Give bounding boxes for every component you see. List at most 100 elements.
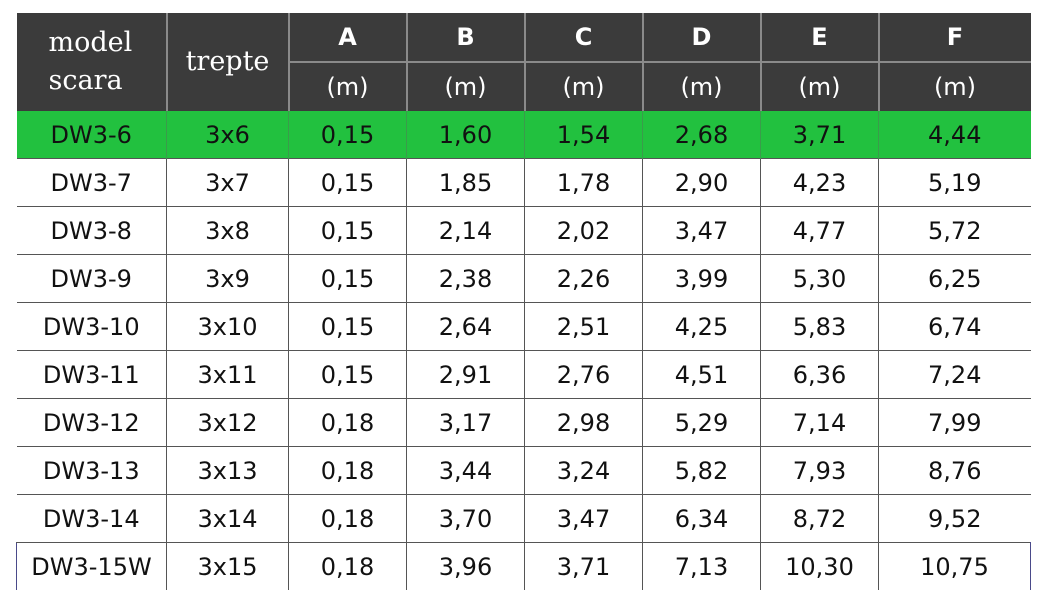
table-row: DW3-13 3x13 0,18 3,44 3,24 5,82 7,93 8,76 xyxy=(16,446,1031,495)
value-cell: 1,85 xyxy=(406,158,525,207)
value-cell: 2,14 xyxy=(406,206,525,255)
model-cell: DW3-7 xyxy=(16,158,167,207)
model-cell: DW3-10 xyxy=(16,302,167,351)
value-cell: 6,36 xyxy=(760,350,879,399)
value-cell: 0,15 xyxy=(288,350,407,399)
value-cell: 0,15 xyxy=(288,111,407,159)
header-dim-unit: (m) xyxy=(405,61,525,111)
value-cell: 0,15 xyxy=(288,302,407,351)
table-row: DW3-9 3x9 0,15 2,38 2,26 3,99 5,30 6,25 xyxy=(16,254,1031,303)
value-cell: 8,72 xyxy=(760,494,879,543)
steps-cell: 3x15 xyxy=(166,542,289,590)
steps-cell: 3x12 xyxy=(166,398,289,447)
value-cell: 7,13 xyxy=(642,542,761,590)
header-dim-unit: (m) xyxy=(759,61,879,111)
header-dim-letter: F xyxy=(877,13,1031,62)
table-row: DW3-14 3x14 0,18 3,70 3,47 6,34 8,72 9,52 xyxy=(16,494,1031,543)
value-cell: 5,29 xyxy=(642,398,761,447)
steps-cell: 3x13 xyxy=(166,446,289,495)
value-cell: 0,18 xyxy=(288,446,407,495)
model-cell: DW3-6 xyxy=(16,111,167,159)
table-header: model scara trepte A B C D E F (m) (m) (m… xyxy=(16,13,1031,111)
steps-cell: 3x8 xyxy=(166,206,289,255)
value-cell: 4,77 xyxy=(760,206,879,255)
value-cell: 10,75 xyxy=(878,542,1031,590)
table-row: DW3-11 3x11 0,15 2,91 2,76 4,51 6,36 7,24 xyxy=(16,350,1031,399)
value-cell: 0,18 xyxy=(288,542,407,590)
header-dim-unit: (m) xyxy=(523,61,643,111)
table-row: DW3-6 3x6 0,15 1,60 1,54 2,68 3,71 4,44 xyxy=(16,111,1031,159)
value-cell: 2,64 xyxy=(406,302,525,351)
value-cell: 1,54 xyxy=(524,111,643,159)
value-cell: 1,78 xyxy=(524,158,643,207)
table-body: DW3-6 3x6 0,15 1,60 1,54 2,68 3,71 4,44 DW3-7 3x7… xyxy=(16,111,1031,590)
value-cell: 2,90 xyxy=(642,158,761,207)
value-cell: 5,82 xyxy=(642,446,761,495)
header-steps: trepte xyxy=(165,13,289,111)
steps-cell: 3x9 xyxy=(166,254,289,303)
header-dim-letter: D xyxy=(641,13,761,62)
value-cell: 3,96 xyxy=(406,542,525,590)
value-cell: 5,19 xyxy=(878,158,1031,207)
model-cell: DW3-8 xyxy=(16,206,167,255)
value-cell: 2,02 xyxy=(524,206,643,255)
table-row: DW3-12 3x12 0,18 3,17 2,98 5,29 7,14 7,99 xyxy=(16,398,1031,447)
table-row: DW3-7 3x7 0,15 1,85 1,78 2,90 4,23 5,19 xyxy=(16,158,1031,207)
value-cell: 0,15 xyxy=(288,206,407,255)
value-cell: 2,38 xyxy=(406,254,525,303)
value-cell: 6,25 xyxy=(878,254,1031,303)
value-cell: 7,99 xyxy=(878,398,1031,447)
value-cell: 2,26 xyxy=(524,254,643,303)
value-cell: 3,24 xyxy=(524,446,643,495)
value-cell: 5,30 xyxy=(760,254,879,303)
model-cell: DW3-13 xyxy=(16,446,167,495)
value-cell: 0,18 xyxy=(288,494,407,543)
value-cell: 7,14 xyxy=(760,398,879,447)
value-cell: 3,99 xyxy=(642,254,761,303)
model-cell: DW3-15W xyxy=(16,542,167,590)
header-dim-letter: E xyxy=(759,13,879,62)
steps-cell: 3x10 xyxy=(166,302,289,351)
table-row: DW3-15W 3x15 0,18 3,96 3,71 7,13 10,30 10,75 xyxy=(16,542,1031,590)
model-cell: DW3-11 xyxy=(16,350,167,399)
value-cell: 7,93 xyxy=(760,446,879,495)
value-cell: 10,30 xyxy=(760,542,879,590)
value-cell: 3,17 xyxy=(406,398,525,447)
value-cell: 5,83 xyxy=(760,302,879,351)
model-cell: DW3-9 xyxy=(16,254,167,303)
steps-cell: 3x7 xyxy=(166,158,289,207)
value-cell: 3,47 xyxy=(524,494,643,543)
value-cell: 4,25 xyxy=(642,302,761,351)
value-cell: 0,18 xyxy=(288,398,407,447)
model-cell: DW3-12 xyxy=(16,398,167,447)
header-dim-unit: (m) xyxy=(641,61,761,111)
value-cell: 3,71 xyxy=(524,542,643,590)
steps-cell: 3x11 xyxy=(166,350,289,399)
value-cell: 4,51 xyxy=(642,350,761,399)
value-cell: 6,74 xyxy=(878,302,1031,351)
value-cell: 8,76 xyxy=(878,446,1031,495)
value-cell: 3,71 xyxy=(760,111,879,159)
value-cell: 2,91 xyxy=(406,350,525,399)
header-dim-letter: C xyxy=(523,13,643,62)
value-cell: 3,47 xyxy=(642,206,761,255)
value-cell: 2,98 xyxy=(524,398,643,447)
header-model: model scara xyxy=(16,13,167,111)
value-cell: 0,15 xyxy=(288,158,407,207)
header-dim-letter: A xyxy=(287,13,407,62)
value-cell: 2,76 xyxy=(524,350,643,399)
value-cell: 1,60 xyxy=(406,111,525,159)
steps-cell: 3x14 xyxy=(166,494,289,543)
table-row: DW3-8 3x8 0,15 2,14 2,02 3,47 4,77 5,72 xyxy=(16,206,1031,255)
steps-cell: 3x6 xyxy=(166,111,289,159)
value-cell: 6,34 xyxy=(642,494,761,543)
header-dim-letter: B xyxy=(405,13,525,62)
specs-table: model scara trepte A B C D E F (m) (m) (m… xyxy=(16,13,1031,590)
value-cell: 3,70 xyxy=(406,494,525,543)
value-cell: 3,44 xyxy=(406,446,525,495)
value-cell: 2,51 xyxy=(524,302,643,351)
header-dim-unit: (m) xyxy=(877,61,1031,111)
table-row: DW3-10 3x10 0,15 2,64 2,51 4,25 5,83 6,74 xyxy=(16,302,1031,351)
value-cell: 4,44 xyxy=(878,111,1031,159)
value-cell: 2,68 xyxy=(642,111,761,159)
